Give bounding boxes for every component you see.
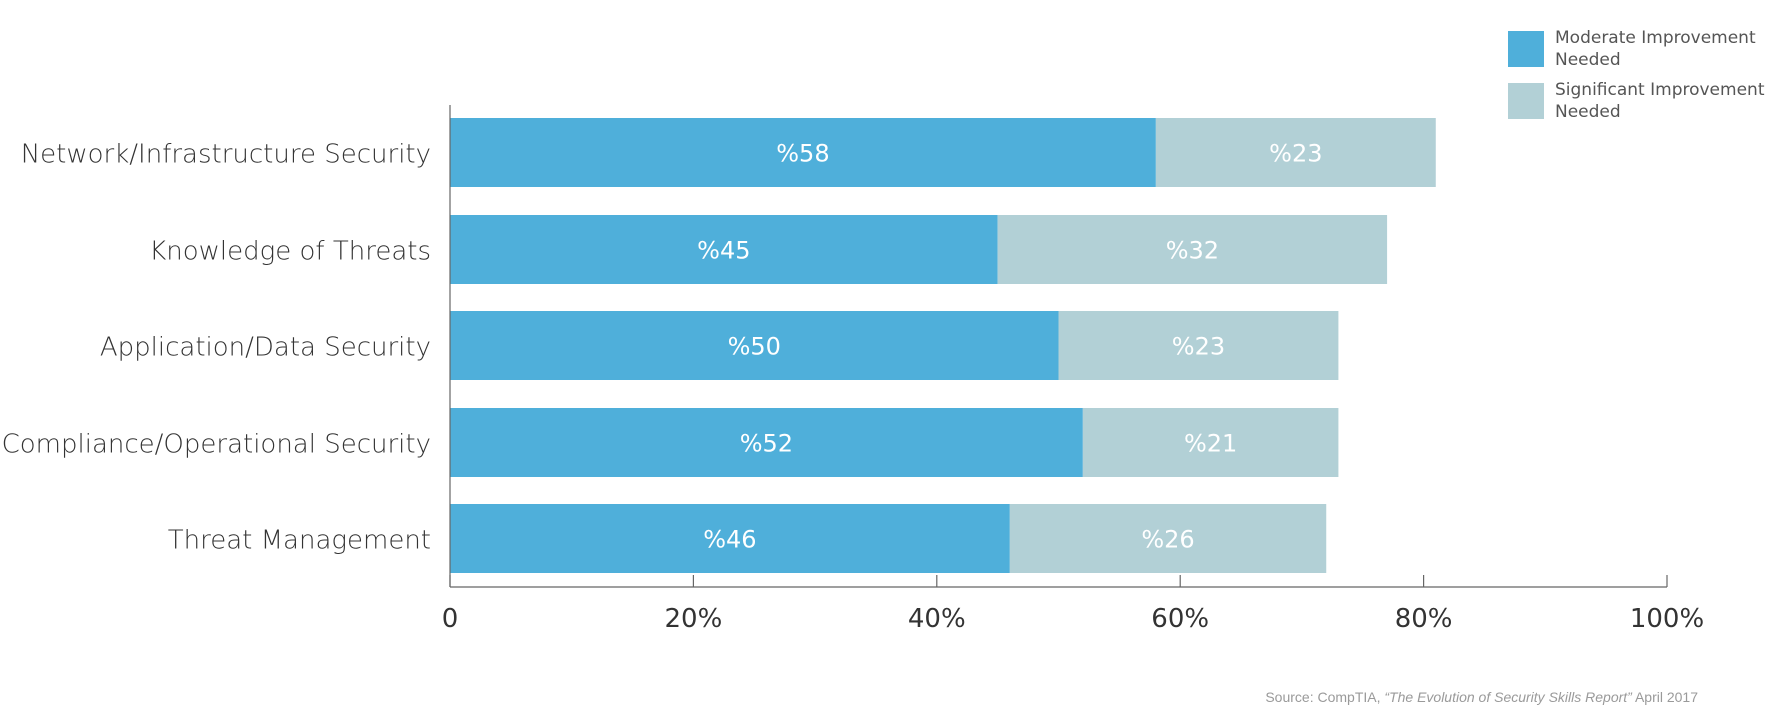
- category-label: Compliance/Operational Security: [2, 430, 431, 460]
- bar-segment-moderate: [450, 311, 1059, 380]
- source-suffix: April 2017: [1631, 689, 1698, 705]
- bar-segment-significant: [1155, 118, 1436, 187]
- bars-layer: %58 %23 %45 %32 %50 %23 %52 %21 %46 %26: [450, 118, 1436, 573]
- bar-value-label: %52: [740, 430, 793, 458]
- bar-value-label: %32: [1166, 237, 1219, 265]
- x-tick-label: 80%: [1395, 604, 1453, 634]
- x-tick-label: 60%: [1151, 604, 1209, 634]
- source-note: Source: CompTIA, “The Evolution of Secur…: [1265, 689, 1698, 705]
- category-labels-layer: Network/Infrastructure Security Knowledge…: [2, 140, 431, 556]
- legend-label: Needed: [1555, 102, 1621, 122]
- x-tick-label: 0: [442, 604, 459, 634]
- bar-value-label: %23: [1269, 140, 1322, 168]
- bar-segment-moderate: [450, 408, 1083, 477]
- legend-label: Needed: [1555, 50, 1621, 70]
- bar-segment-moderate: [450, 118, 1156, 187]
- source-title: “The Evolution of Security Skills Report…: [1384, 689, 1632, 705]
- bar-value-label: %23: [1172, 333, 1225, 361]
- bar-value-label: %21: [1184, 430, 1237, 458]
- x-tick-label: 20%: [665, 604, 723, 634]
- bar-segment-significant: [1009, 504, 1327, 573]
- category-label: Knowledge of Threats: [149, 237, 431, 267]
- bar-segment-moderate: [450, 215, 998, 284]
- legend-swatch: [1508, 31, 1544, 67]
- category-label: Application/Data Security: [100, 333, 431, 363]
- x-tick-label: 40%: [908, 604, 966, 634]
- category-label: Threat Management: [168, 526, 431, 556]
- bar-segment-significant: [1058, 311, 1339, 380]
- legend-label: Significant Improvement: [1555, 80, 1765, 100]
- bar-value-label: %45: [697, 237, 750, 265]
- bar-value-label: %50: [728, 333, 781, 361]
- bar-value-label: %46: [703, 526, 756, 554]
- bar-segment-significant: [1082, 408, 1339, 477]
- bar-value-label: %58: [776, 140, 829, 168]
- category-label: Network/Infrastructure Security: [21, 140, 431, 170]
- bar-value-label: %26: [1141, 526, 1194, 554]
- bar-segment-moderate: [450, 504, 1010, 573]
- bar-segment-significant: [997, 215, 1388, 284]
- legend-swatch: [1508, 83, 1544, 119]
- legend-label: Moderate Improvement: [1555, 28, 1756, 48]
- axis-layer: 0 20% 40% 60% 80% 100%: [442, 105, 1704, 634]
- source-prefix: Source: CompTIA,: [1265, 689, 1385, 705]
- x-tick-label: 100%: [1630, 604, 1704, 634]
